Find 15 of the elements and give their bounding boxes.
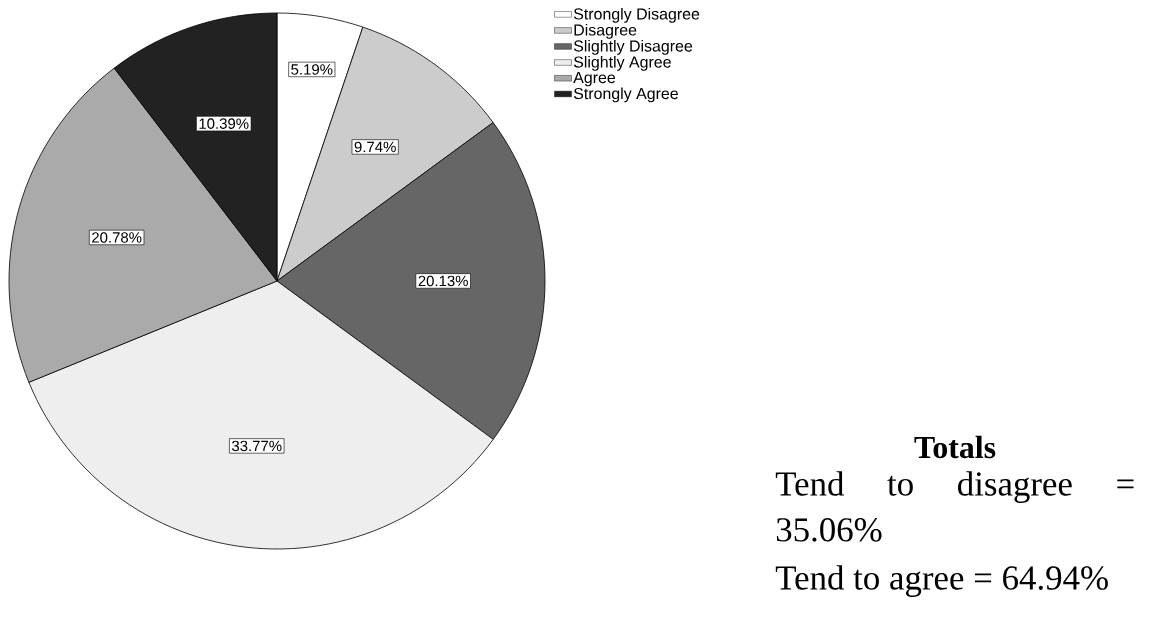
legend-label: Slightly Disagree [573,39,693,55]
text: Tend to disagree = 35.06% [775,471,1134,542]
legend-label: Slightly Agree [573,55,671,71]
data-label: 5.19% [291,64,333,75]
data-label: 10.39% [199,118,249,129]
data-label: 20.78% [92,232,142,243]
text: Tend to agree = 64.94% [775,565,1108,597]
data-label: 9.74% [354,141,396,153]
legend-label: Agree [573,72,616,87]
legend-label: Disagree [574,23,637,39]
text: Totals [914,435,996,459]
legend-label: Strongly Disagree [573,7,700,23]
legend-label: Strongly Agree [573,87,678,103]
data-label: 33.77% [231,440,282,452]
data-label: 20.13% [418,275,468,287]
